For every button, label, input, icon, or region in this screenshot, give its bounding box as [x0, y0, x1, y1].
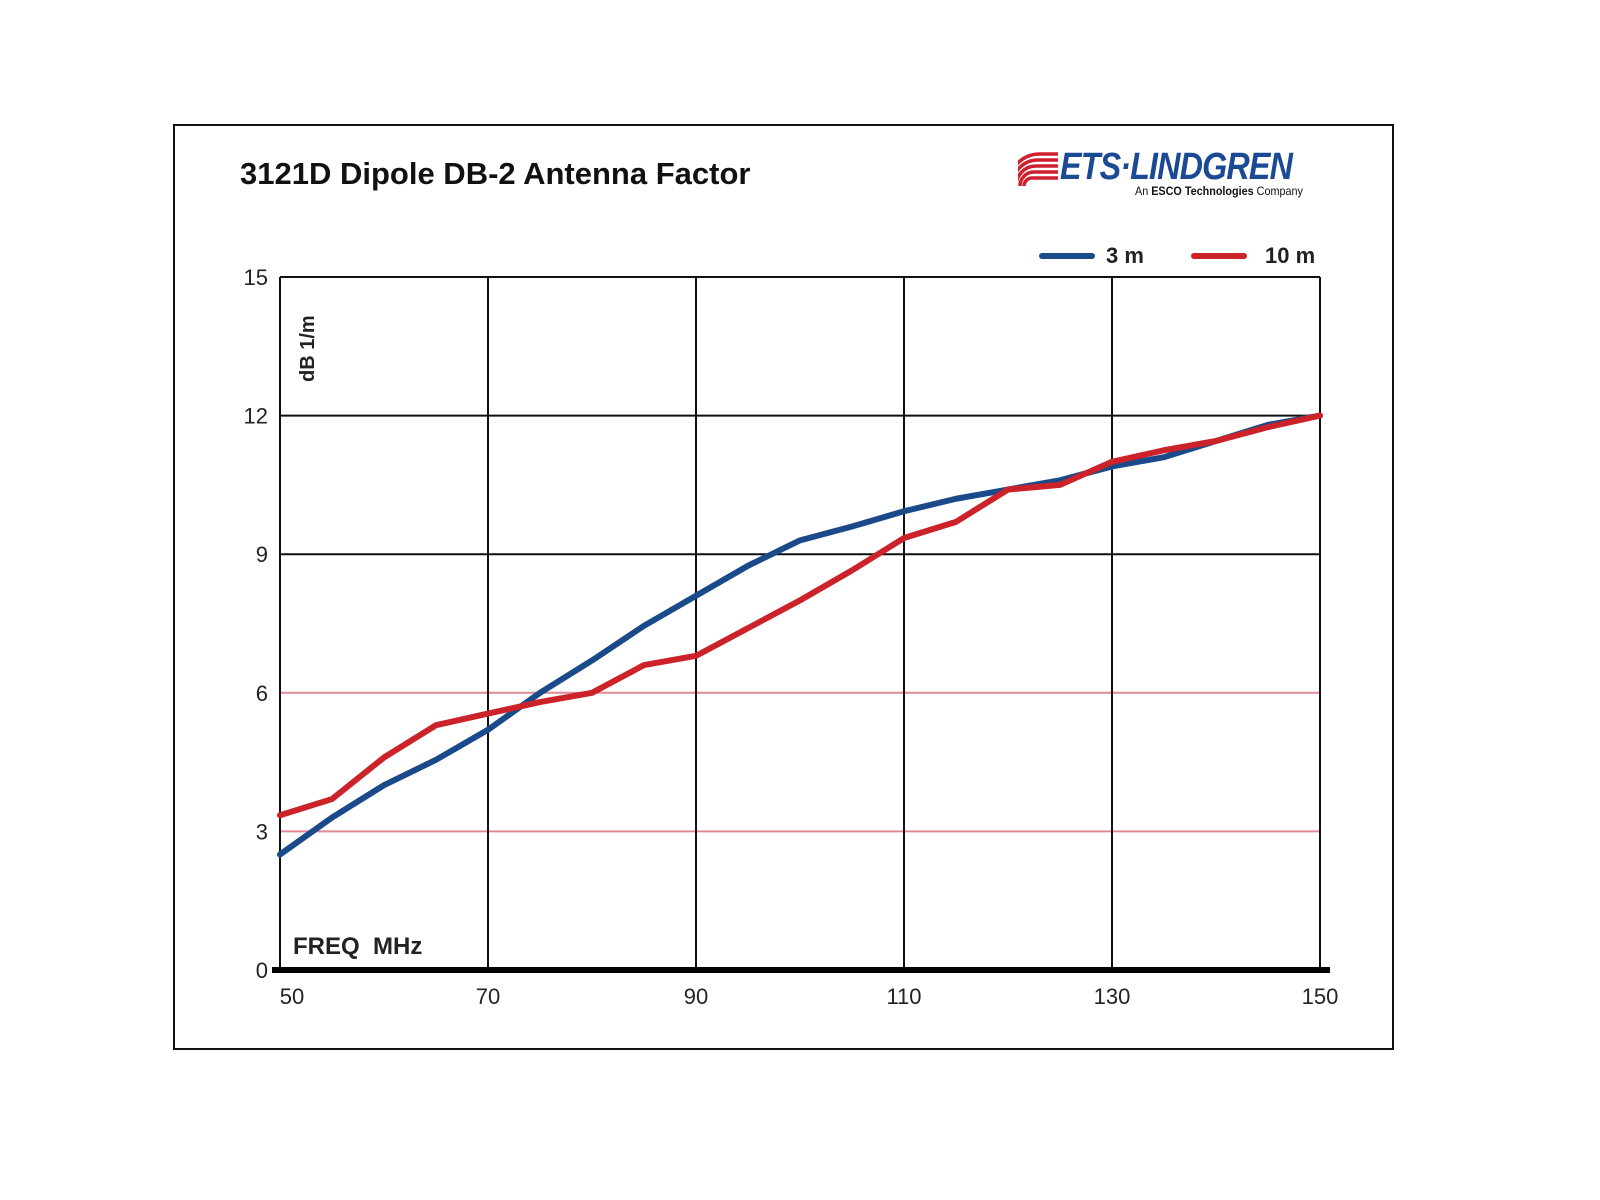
y-tick-label: 6: [256, 681, 268, 706]
signal-waves-icon: [1018, 152, 1058, 187]
y-tick-label: 12: [244, 404, 268, 429]
x-axis-label: FREQ MHz: [293, 933, 422, 960]
x-tick-label: 110: [886, 984, 921, 1009]
y-tick-label: 0: [256, 958, 268, 983]
logo-brand: ETS·LINDGREN: [1060, 146, 1293, 188]
x-tick-label: 50: [280, 984, 304, 1009]
ets-lindgren-logo: ETS·LINDGREN An ESCO Technologies Compan…: [1018, 146, 1328, 202]
x-tick-label: 150: [1302, 984, 1339, 1009]
chart-frame: [173, 124, 1394, 1050]
y-tick-label: 15: [244, 265, 268, 290]
legend-label-10m: 10 m: [1265, 243, 1315, 268]
logo-tagline: An ESCO Technologies Company: [1135, 184, 1303, 198]
chart-title: 3121D Dipole DB-2 Antenna Factor: [240, 156, 751, 191]
legend-label-3m: 3 m: [1106, 243, 1144, 268]
series-line-3m: [277, 412, 1323, 858]
x-tick-label: 90: [684, 984, 708, 1009]
y-tick-label: 9: [256, 542, 268, 567]
series-line-10m: [277, 412, 1323, 819]
x-tick-label: 130: [1094, 984, 1131, 1009]
y-axis-label: dB 1/m: [297, 315, 319, 382]
x-tick-label: 70: [476, 984, 500, 1009]
y-tick-label: 3: [256, 819, 268, 844]
